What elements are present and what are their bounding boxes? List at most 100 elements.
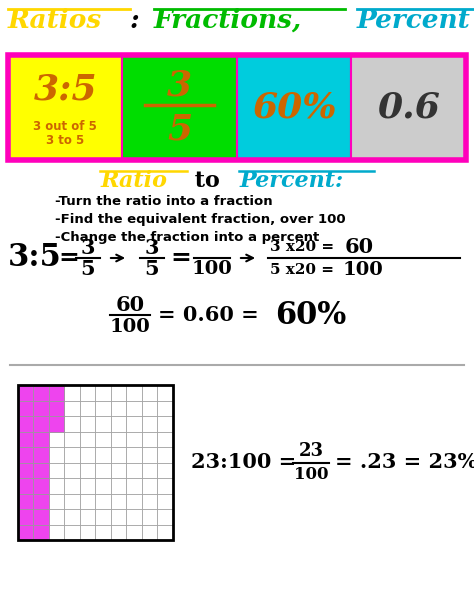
Text: Ratios: Ratios xyxy=(8,8,102,33)
Text: Percent:: Percent: xyxy=(239,170,344,192)
Bar xyxy=(157,525,173,540)
Bar xyxy=(95,462,111,478)
Bar xyxy=(49,478,64,493)
Bar xyxy=(18,416,34,432)
Text: 3 x20 =: 3 x20 = xyxy=(270,240,334,254)
Bar xyxy=(18,478,34,493)
Text: -Change the fraction into a percent: -Change the fraction into a percent xyxy=(55,231,319,244)
Bar xyxy=(34,525,49,540)
Bar xyxy=(34,385,49,400)
Bar xyxy=(95,525,111,540)
Text: 3: 3 xyxy=(145,238,159,258)
Text: -Find the equivalent fraction, over 100: -Find the equivalent fraction, over 100 xyxy=(55,213,346,226)
Bar xyxy=(18,525,34,540)
Bar xyxy=(34,447,49,462)
Bar xyxy=(34,400,49,416)
Bar xyxy=(49,385,64,400)
Bar xyxy=(64,525,80,540)
Bar xyxy=(64,462,80,478)
Bar xyxy=(95,385,111,400)
Bar xyxy=(18,400,34,416)
Bar xyxy=(18,385,34,400)
Bar xyxy=(34,509,49,525)
Bar xyxy=(64,509,80,525)
Bar xyxy=(127,493,142,509)
Bar xyxy=(127,509,142,525)
Bar xyxy=(111,432,127,447)
Text: -Turn the ratio into a fraction: -Turn the ratio into a fraction xyxy=(55,195,273,208)
Bar xyxy=(95,447,111,462)
Bar xyxy=(49,416,64,432)
Bar xyxy=(18,447,34,462)
Bar xyxy=(111,509,127,525)
Bar xyxy=(142,385,157,400)
Bar xyxy=(34,493,49,509)
Bar xyxy=(111,478,127,493)
Bar xyxy=(127,432,142,447)
Bar xyxy=(34,509,49,525)
Text: = 0.60 =: = 0.60 = xyxy=(158,305,259,325)
Bar xyxy=(64,478,80,493)
Bar xyxy=(34,400,49,416)
Bar xyxy=(127,447,142,462)
Bar xyxy=(111,400,127,416)
Bar xyxy=(142,509,157,525)
Text: Fractions,: Fractions, xyxy=(154,8,302,33)
Bar xyxy=(18,432,34,447)
Text: 60: 60 xyxy=(345,237,374,257)
Bar xyxy=(18,509,34,525)
Text: 100: 100 xyxy=(191,260,232,278)
Bar xyxy=(127,525,142,540)
Bar xyxy=(34,478,49,493)
Bar xyxy=(111,462,127,478)
Bar xyxy=(142,493,157,509)
Text: 3 to 5: 3 to 5 xyxy=(46,134,84,148)
Bar xyxy=(142,416,157,432)
Bar xyxy=(34,462,49,478)
Bar xyxy=(49,447,64,462)
Bar xyxy=(142,400,157,416)
Bar xyxy=(64,416,80,432)
Text: 5: 5 xyxy=(167,113,192,147)
Bar xyxy=(34,462,49,478)
Bar xyxy=(157,447,173,462)
Bar xyxy=(18,462,34,478)
Bar xyxy=(122,55,237,160)
Bar xyxy=(64,400,80,416)
Text: 60: 60 xyxy=(116,295,145,315)
Bar xyxy=(8,55,466,160)
Bar xyxy=(18,493,34,509)
Bar xyxy=(49,416,64,432)
Text: 5: 5 xyxy=(145,259,159,279)
Text: 60%: 60% xyxy=(275,300,346,330)
Bar xyxy=(34,493,49,509)
Text: 3:5: 3:5 xyxy=(34,73,97,107)
Bar xyxy=(127,416,142,432)
Bar xyxy=(127,462,142,478)
Bar xyxy=(95,509,111,525)
Text: = .23 = 23%: = .23 = 23% xyxy=(335,452,474,473)
Bar xyxy=(95,416,111,432)
Bar xyxy=(18,385,173,540)
Bar xyxy=(142,462,157,478)
Bar xyxy=(49,493,64,509)
Bar xyxy=(127,385,142,400)
Bar xyxy=(18,509,34,525)
Text: 5 x20 =: 5 x20 = xyxy=(270,263,334,277)
Bar xyxy=(142,478,157,493)
Text: :: : xyxy=(129,8,148,33)
Text: Percent: Percent xyxy=(357,8,471,33)
Bar xyxy=(34,432,49,447)
Bar xyxy=(95,432,111,447)
Bar xyxy=(157,509,173,525)
Bar xyxy=(157,493,173,509)
Bar xyxy=(95,493,111,509)
Bar xyxy=(34,478,49,493)
Bar xyxy=(34,385,49,400)
Text: Ratio: Ratio xyxy=(100,170,167,192)
Bar xyxy=(18,462,34,478)
Bar xyxy=(80,462,95,478)
Bar xyxy=(80,416,95,432)
Text: 3 out of 5: 3 out of 5 xyxy=(33,121,97,134)
Bar xyxy=(34,525,49,540)
